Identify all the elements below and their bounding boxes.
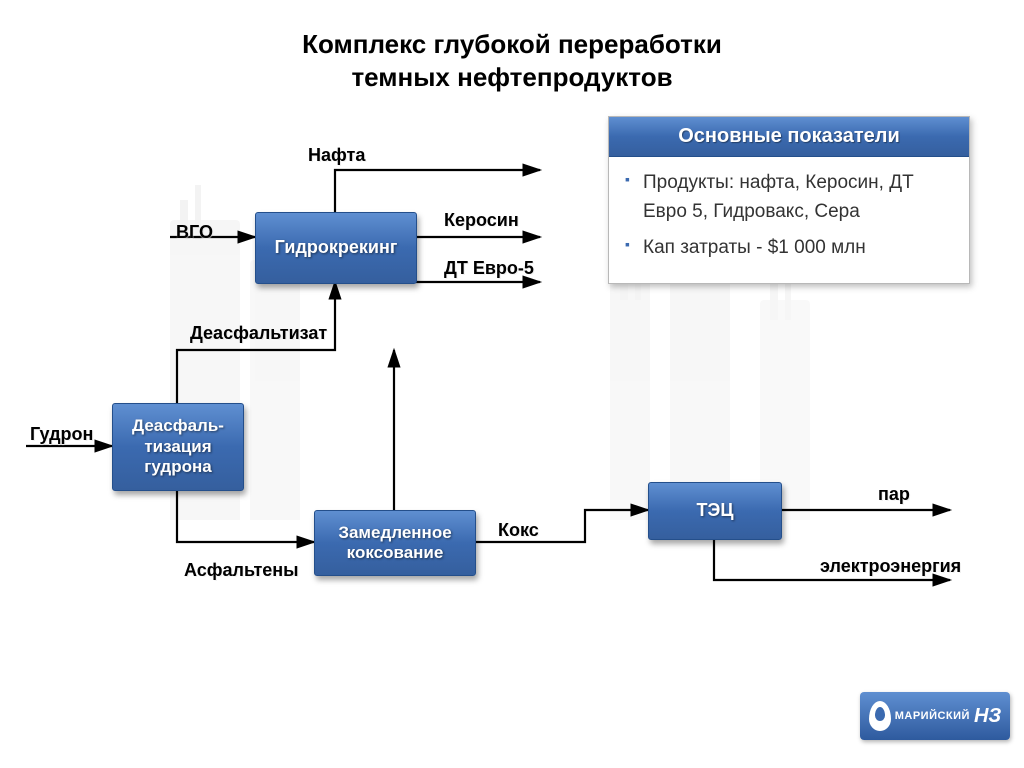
node-deasphalting: Деасфаль- тизация гудрона <box>112 403 244 491</box>
title-line2: темных нефтепродуктов <box>351 62 672 92</box>
label-gudron: Гудрон <box>30 424 93 445</box>
logo-suffix: НЗ <box>974 705 1001 728</box>
bg-shape <box>670 250 730 520</box>
label-deasphaltizat: Деасфальтизат <box>190 323 327 344</box>
node-coking: Замедленное коксование <box>314 510 476 576</box>
info-panel: Основные показатели Продукты: нафта, Кер… <box>608 116 970 284</box>
title-line1: Комплекс глубокой переработки <box>302 29 722 59</box>
bg-shape <box>610 280 650 520</box>
page-title: Комплекс глубокой переработки темных неф… <box>0 28 1024 93</box>
panel-header: Основные показатели <box>609 117 969 157</box>
company-logo: МАРИЙСКИЙ НЗ <box>860 692 1010 740</box>
edge-1 <box>335 170 540 212</box>
panel-item: Продукты: нафта, Керосин, ДТ Евро 5, Гид… <box>625 169 953 226</box>
logo-drop-icon <box>869 701 891 731</box>
bg-shape <box>250 260 300 520</box>
logo-brand: МАРИЙСКИЙ <box>895 710 970 722</box>
node-chp: ТЭЦ <box>648 482 782 540</box>
label-vgo: ВГО <box>176 222 213 243</box>
label-electricity: электроэнергия <box>820 556 961 577</box>
label-asphaltenes: Асфальтены <box>184 560 299 581</box>
panel-body: Продукты: нафта, Керосин, ДТ Евро 5, Гид… <box>609 157 969 283</box>
label-naphtha: Нафта <box>308 145 365 166</box>
node-hydrocracking: Гидрокрекинг <box>255 212 417 284</box>
panel-item: Кап затраты - $1 000 млн <box>625 234 953 263</box>
label-kerosene: Керосин <box>444 210 519 231</box>
label-dteu5: ДТ Евро-5 <box>444 258 534 279</box>
label-steam: пар <box>878 484 910 505</box>
label-coke: Кокс <box>498 520 539 541</box>
